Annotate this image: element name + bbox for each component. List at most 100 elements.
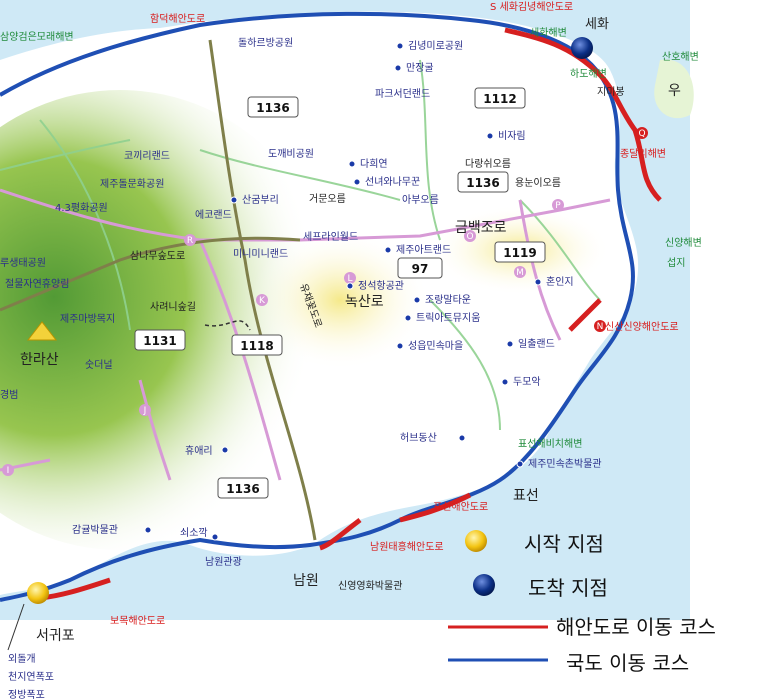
route-1119-label: 1119 [503, 246, 536, 260]
place-label: 정방폭포 [8, 689, 45, 700]
label-sehwa-coast-road: S 세화김녕해안도로 [490, 0, 573, 13]
place-label: 신산신양해안도로 [605, 320, 679, 333]
place-u: 우 [668, 83, 681, 99]
place-label: 세프라인월드 [303, 231, 358, 243]
place-hallasan: 한라산 [20, 352, 59, 368]
place-label: 트릭아트뮤지움 [416, 312, 480, 324]
place-pyoseon: 표선 [513, 488, 539, 504]
place-label: 에코랜드 [195, 209, 232, 221]
start-marker [27, 582, 49, 604]
place-jimibong: 지미봉 [597, 86, 625, 98]
route-1112-label: 1112 [483, 92, 516, 106]
place-label: 선녀와나무꾼 [365, 176, 420, 188]
route-letter-i: I [7, 466, 10, 476]
route-1118-label: 1118 [240, 339, 273, 353]
place-geumbaekjoro: 금백조로 [455, 220, 507, 236]
place-label: 다랑쉬오름 [465, 158, 511, 170]
place-label: 경범 [0, 388, 18, 401]
place-label: 조랑말타운 [425, 294, 471, 306]
place-label: 미니미니랜드 [233, 248, 288, 260]
place-label: 혼인지 [546, 275, 574, 288]
place-label: 외돌개 [8, 653, 36, 665]
place-label: 제주마방목지 [60, 313, 115, 325]
route-1131: 1131 [134, 329, 186, 351]
place-label: 섭지 [667, 257, 685, 269]
place-seogwipo: 서귀포 [36, 628, 75, 644]
national-road [0, 11, 635, 602]
legend-coastal-label: 해안도로 이동 코스 [556, 615, 716, 639]
place-label: 삼나무숲도로 [130, 250, 185, 262]
route-1136-south-label: 1136 [226, 482, 259, 496]
place-label: 천지연폭포 [8, 671, 54, 683]
place-label: 하도해변 [570, 67, 607, 80]
place-label: 성읍민속마을 [408, 340, 463, 352]
route-letter-k: K [259, 296, 266, 306]
place-label: 만장굴 [406, 62, 434, 74]
start-marker-pin [7, 603, 25, 651]
place-label: 사려니숲길 [150, 300, 196, 313]
place-label: 보목해안도로 [110, 614, 165, 627]
place-label: 다희연 [360, 158, 388, 170]
end-marker [571, 37, 593, 59]
place-label: 일출랜드 [518, 338, 555, 350]
place-label: 남원태흥해안도로 [370, 540, 444, 553]
route-1136-south: 1136 [217, 477, 269, 499]
place-label: 정석항공관 [358, 280, 404, 292]
place-label: 숫더널 [85, 359, 113, 371]
place-namwon: 남원 [293, 573, 319, 589]
legend: 시작 지점 도착 지점 해안도로 이동 코스 국도 이동 코스 [448, 530, 716, 675]
place-label: 종달리해변 [620, 147, 666, 160]
place-label: 파크서던랜드 [375, 88, 430, 100]
legend-start-label: 시작 지점 [524, 532, 604, 556]
udo-island [654, 59, 694, 119]
route-97: 97 [397, 257, 443, 279]
place-label: 용눈이오름 [515, 177, 561, 189]
place-label: 거문오름 [309, 193, 346, 205]
legend-start-icon [465, 530, 487, 552]
place-label: 허브동산 [400, 432, 437, 444]
route-letter-o: O [466, 232, 473, 242]
route-letter-n: N [597, 322, 604, 332]
legend-national-label: 국도 이동 코스 [566, 651, 689, 675]
place-label: 신양해변 [665, 236, 702, 249]
meadow-area [250, 230, 430, 370]
route-1136-east: 1136 [457, 171, 509, 193]
label-sehwa-beach: 세화해변 [530, 26, 567, 39]
route-1112: 1112 [474, 87, 526, 109]
place-label: 표선해안도로 [433, 500, 488, 513]
saryeoni-trail [204, 320, 251, 331]
legend-end-label: 도착 지점 [528, 576, 608, 600]
place-label: 두모악 [513, 376, 541, 388]
forest-area [0, 90, 340, 550]
place-label: 4.3평화공원 [55, 202, 108, 214]
place-label: 도깨비공원 [268, 148, 314, 160]
place-label: 쇠소깍 [180, 527, 208, 539]
place-label: 휴애리 [185, 445, 213, 457]
route-1131-label: 1131 [143, 334, 176, 348]
route-1118: 1118 [231, 334, 283, 356]
route-1136-east-label: 1136 [466, 176, 499, 190]
route-letter-l: L [347, 274, 352, 284]
label-hamdeok-coast-road: 함덕해안도로 [150, 12, 205, 25]
route-letter-j: J [143, 406, 147, 416]
route-97-label: 97 [412, 262, 429, 276]
route-1136-top: 1136 [247, 96, 299, 118]
place-label: 신영영화박물관 [338, 580, 402, 592]
place-sehwa: 세화 [585, 17, 609, 32]
place-label: 감귤박물관 [72, 524, 118, 536]
place-label: 제주아트랜드 [396, 244, 451, 256]
place-label: 표선해비치해변 [518, 437, 582, 450]
place-label: 제주돌문화공원 [100, 178, 164, 190]
place-label: 코끼리랜드 [124, 150, 170, 162]
route-letter-q: Q [638, 129, 645, 139]
route-letter-m: M [516, 268, 524, 278]
place-label: 제주민속촌박물관 [528, 458, 602, 470]
place-label: 산굼부리 [242, 194, 279, 206]
place-label: 김녕미로공원 [408, 40, 463, 52]
label-samyang-beach: 삼양검은모래해변 [0, 30, 74, 43]
place-label: 돌하르방공원 [238, 36, 293, 49]
place-nokcheonro: 녹산로 [345, 294, 384, 310]
place-label: 비자림 [498, 130, 526, 142]
place-label: 남원관광 [205, 556, 242, 568]
